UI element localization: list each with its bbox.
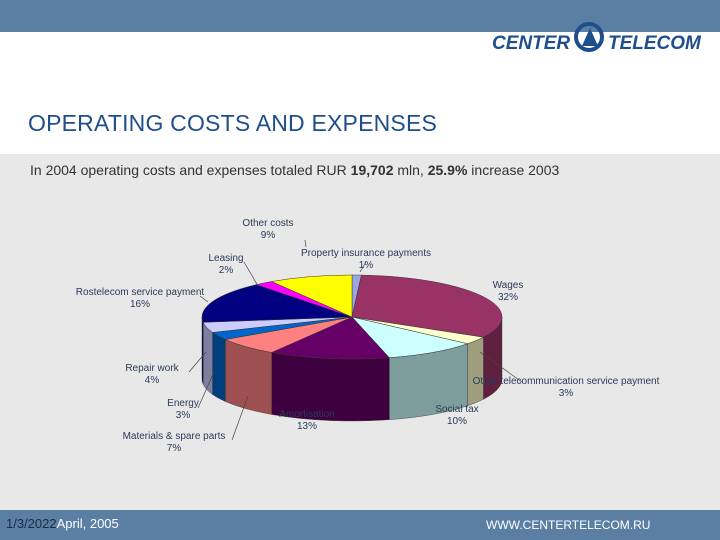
leader-line-9 <box>243 261 259 287</box>
slice-label-7: Repair work <box>125 363 179 374</box>
slice-label-8: Rostelecom service payment <box>76 287 205 298</box>
slice-value-10: 9% <box>261 230 276 241</box>
subtitle-middle: mln, <box>393 162 428 178</box>
pie-slice-other-costs <box>270 274 353 318</box>
leader-line-2 <box>479 351 523 383</box>
slice-label-2: Other telecommunication service payment <box>473 376 660 387</box>
bottom-bar <box>0 510 720 540</box>
leader-line-7 <box>188 351 207 373</box>
slice-label-4: Amortisation <box>279 409 335 420</box>
pie-side-8 <box>201 316 204 385</box>
leader-line-6 <box>197 371 215 409</box>
slice-label-3: Social tax <box>435 404 478 415</box>
pie-sides <box>201 316 503 422</box>
subtitle-suffix: increase 2003 <box>467 162 560 178</box>
slice-label-6: Energy <box>167 398 199 409</box>
slice-value-9: 2% <box>219 265 234 276</box>
slice-label-10: Other costs <box>242 218 293 229</box>
footer-date: 1/3/2022April, 2005 <box>6 516 119 531</box>
leader-line-5 <box>231 395 249 441</box>
pie-slice-wages <box>351 274 503 338</box>
logo-emblem-icon <box>582 28 598 46</box>
pie-slice-social-tax <box>351 316 469 358</box>
logo-text-right: TELECOM <box>608 33 702 54</box>
page-title: OPERATING COSTS AND EXPENSES <box>28 110 438 136</box>
leader-line-8 <box>199 295 209 303</box>
slice-label-5: Materials & spare parts <box>123 431 226 442</box>
subtitle-prefix: In 2004 operating costs and expenses tot… <box>30 162 351 178</box>
pie-side-7 <box>202 322 213 395</box>
footer-date-part1: 1/3/2022 <box>6 516 57 531</box>
subtitle-amount: 19,702 <box>350 162 394 178</box>
slice-label-0: Property insurance payments <box>301 248 431 259</box>
subtitle: In 2004 operating costs and expenses tot… <box>30 162 559 178</box>
pie-side-2 <box>467 336 484 407</box>
leader-line-0 <box>359 261 367 273</box>
slice-value-7: 4% <box>145 375 160 386</box>
pie-side-6 <box>212 332 226 402</box>
company-logo: CENTER TELECOM <box>490 20 712 62</box>
footer-date-part2: April, 2005 <box>56 516 119 531</box>
subtitle-percent: 25.9% <box>427 162 468 178</box>
slice-value-4: 13% <box>297 421 317 432</box>
slice-value-6: 3% <box>176 410 191 421</box>
slice-value-3: 10% <box>447 416 467 427</box>
logo-text-left: CENTER <box>492 33 570 54</box>
pie-slice-rostelecom-service-payment <box>201 284 353 323</box>
top-bar <box>0 0 720 32</box>
pie-top <box>201 274 503 360</box>
slice-value-0: 1% <box>359 260 374 271</box>
slice-label-1: Wages <box>493 280 524 291</box>
footer-url[interactable]: WWW.CENTERTELECOM.RU <box>486 518 651 532</box>
slice-label-9: Leasing <box>208 253 243 264</box>
slice-value-1: 32% <box>498 292 518 303</box>
pie-slice-amortisation <box>270 316 390 360</box>
slice-value-5: 7% <box>167 443 182 454</box>
leader-line-10 <box>304 239 307 248</box>
slice-value-8: 16% <box>130 299 150 310</box>
slice-value-2: 3% <box>559 388 574 399</box>
